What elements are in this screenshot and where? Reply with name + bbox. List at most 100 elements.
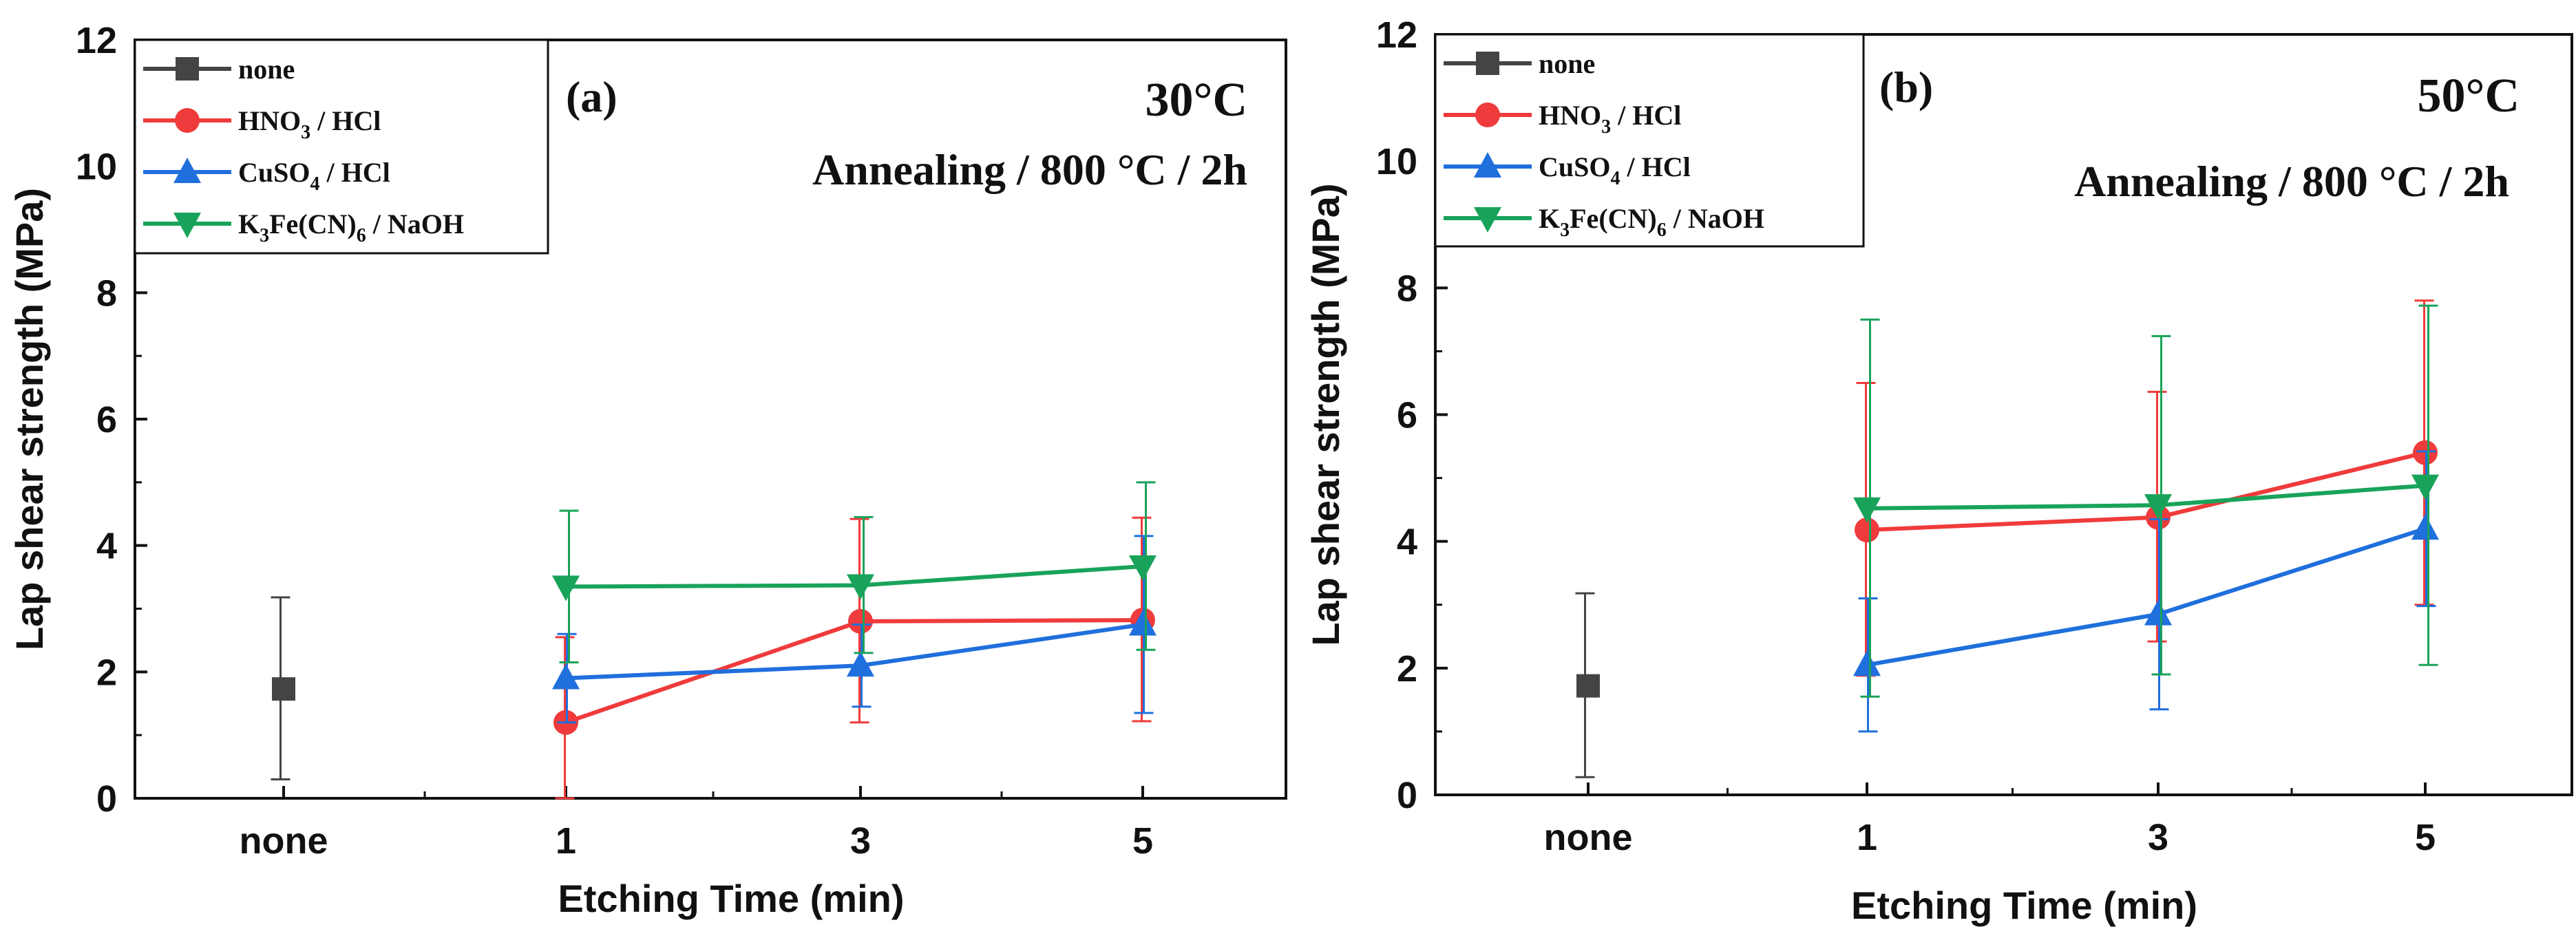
legend-marker xyxy=(1474,207,1501,233)
data-point xyxy=(1853,497,1881,523)
legend-marker xyxy=(175,108,200,133)
legend-label-part: 3 xyxy=(301,122,310,143)
series-line xyxy=(1866,526,2426,668)
legend-label: CuSO4 / HCl xyxy=(1539,151,1691,189)
y-tick-label: 10 xyxy=(1376,141,1417,182)
temperature-label: 50°C xyxy=(2417,70,2520,122)
x-tick-label: 1 xyxy=(556,820,576,862)
y-tick-label: 10 xyxy=(76,147,117,188)
data-point xyxy=(552,575,580,601)
legend-label-part: / HCl xyxy=(310,105,381,136)
series-3 xyxy=(552,481,1157,664)
x-tick-label: 3 xyxy=(850,820,871,862)
x-tick-label: 5 xyxy=(1132,820,1153,862)
legend-label: none xyxy=(238,54,295,85)
data-point xyxy=(847,574,874,600)
legend-label-part: / NaOH xyxy=(366,209,464,239)
legend-label-part: 6 xyxy=(1657,220,1667,241)
x-tick-label: 1 xyxy=(1857,817,1877,858)
data-point xyxy=(2144,494,2172,520)
legend-label-part: / HCl xyxy=(1620,151,1691,182)
legend-label-part: CuSO xyxy=(238,157,310,188)
data-point xyxy=(848,608,873,634)
data-point xyxy=(1855,518,1879,543)
condition-label: Annealing / 800 °C / 2h xyxy=(812,145,1247,194)
data-point xyxy=(552,663,580,690)
series-1 xyxy=(553,516,1155,800)
temperature-label: 30°C xyxy=(1145,74,1247,127)
data-point xyxy=(847,651,874,677)
condition-label: Annealing / 800 °C / 2h xyxy=(2074,157,2509,206)
x-tick-label: none xyxy=(1544,817,1633,858)
y-tick-label: 6 xyxy=(96,399,117,440)
data-point xyxy=(2411,514,2439,540)
legend-label-part: / HCl xyxy=(320,157,390,188)
legend-label: CuSO4 / HCl xyxy=(238,157,390,195)
y-tick-label: 4 xyxy=(1397,522,1417,563)
y-tick-label: 8 xyxy=(1397,268,1417,309)
y-tick-label: 2 xyxy=(96,652,117,693)
legend-marker xyxy=(173,213,201,238)
legend-label-part: none xyxy=(238,54,295,85)
legend-label-part: none xyxy=(1539,48,1595,79)
panel-a: 0 2 4 6 8 10 12 none 1 3 5 Etching Time (min) Lap sh… xyxy=(8,20,1287,920)
legend-label-part: HNO xyxy=(1539,100,1601,131)
x-tick-label: 5 xyxy=(2415,817,2436,858)
legend-label-part: HNO xyxy=(238,105,301,136)
y-tick-label: 0 xyxy=(1397,775,1417,816)
legend-label-part: CuSO xyxy=(1539,151,1611,182)
legend-label-part: Fe(CN) xyxy=(269,209,357,239)
legend-frame xyxy=(1434,33,1865,248)
data-point xyxy=(1129,610,1157,636)
series-0 xyxy=(1575,592,1600,778)
legend-label-part: Fe(CN) xyxy=(1570,203,1657,234)
legend-label-part: 4 xyxy=(1611,168,1620,189)
legend-label-part: / HCl xyxy=(1611,100,1681,131)
legend-marker xyxy=(1476,52,1499,75)
series-1 xyxy=(1855,299,2438,677)
legend-label-part: K xyxy=(238,209,260,239)
y-tick-label: 2 xyxy=(1397,648,1417,690)
y-axis-title: Lap shear strength (MPa) xyxy=(8,188,51,650)
legend-label: none xyxy=(1539,48,1595,79)
legend-marker xyxy=(1475,103,1500,127)
y-tick-label: 6 xyxy=(1397,395,1417,436)
series-2 xyxy=(552,535,1157,724)
y-axis-title: Lap shear strength (MPa) xyxy=(1304,183,1347,646)
data-point xyxy=(2144,599,2172,626)
x-tick-label: none xyxy=(240,820,328,862)
panel-label: (b) xyxy=(1879,63,1933,111)
legend-label-part: 3 xyxy=(1601,116,1611,138)
series-2 xyxy=(1853,450,2439,733)
x-axis-title: Etching Time (min) xyxy=(558,877,905,920)
y-tick-label: 4 xyxy=(96,526,117,567)
data-point xyxy=(1853,650,1881,676)
legend-marker xyxy=(173,158,201,183)
series-3 xyxy=(1853,304,2439,698)
panel-b: 0 2 4 6 8 10 12 none 1 3 5 Etching Time (min) Lap sh… xyxy=(1304,14,2573,927)
legend-label: HNO3 / HCl xyxy=(1539,100,1681,138)
x-axis-title: Etching Time (min) xyxy=(1851,884,2197,927)
y-tick-label: 12 xyxy=(76,20,117,61)
legend-label-part: / NaOH xyxy=(1667,203,1764,234)
legend-frame xyxy=(134,39,549,255)
data-point xyxy=(2411,474,2439,500)
legend-marker xyxy=(176,57,199,81)
legend-label-part: K xyxy=(1539,203,1560,234)
legend-marker xyxy=(1474,152,1501,178)
legend-label-part: 3 xyxy=(260,225,269,246)
data-point xyxy=(272,677,295,701)
legend-label-part: 4 xyxy=(310,173,320,195)
panel-label: (a) xyxy=(566,72,617,121)
x-tick-label: 3 xyxy=(2148,817,2168,858)
y-tick-label: 8 xyxy=(96,273,117,314)
series-0 xyxy=(271,596,295,780)
y-tick-label: 12 xyxy=(1376,14,1417,56)
legend-label-part: 3 xyxy=(1560,220,1570,241)
data-point xyxy=(1576,674,1600,698)
data-point xyxy=(1129,555,1157,581)
legend-label-part: 6 xyxy=(357,225,366,246)
